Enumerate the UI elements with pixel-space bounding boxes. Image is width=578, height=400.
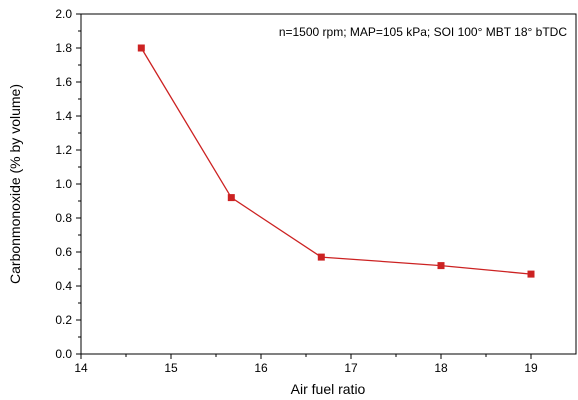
- series-layer: [137, 44, 535, 278]
- x-tick-label: 16: [254, 361, 268, 375]
- series-line: [140, 47, 532, 275]
- y-tick-label: 0.0: [55, 347, 72, 361]
- y-tick-label: 0.2: [55, 313, 72, 327]
- y-axis-title: Carbonmonoxide (% by volume): [7, 84, 23, 284]
- data-point: [317, 253, 325, 261]
- x-tick-label: 17: [344, 361, 358, 375]
- y-tick-label: 1.8: [55, 41, 72, 55]
- y-tick-label: 1.4: [55, 109, 72, 123]
- plot-frame: [80, 13, 577, 355]
- data-point: [137, 44, 145, 52]
- y-tick-label: 0.8: [55, 211, 72, 225]
- x-tick-label: 14: [74, 361, 88, 375]
- x-tick-label: 19: [524, 361, 538, 375]
- y-tick-label: 0.6: [55, 245, 72, 259]
- x-axis: 14 15 16 17 18 19: [74, 354, 538, 375]
- y-tick-label: 1.6: [55, 75, 72, 89]
- x-tick-label: 18: [434, 361, 448, 375]
- x-axis-title: Air fuel ratio: [291, 381, 366, 397]
- y-tick-label: 2.0: [55, 7, 72, 21]
- annotation-text: n=1500 rpm; MAP=105 kPa; SOI 100° MBT 18…: [279, 25, 568, 39]
- y-tick-label: 1.2: [55, 143, 72, 157]
- y-tick-label: 0.4: [55, 279, 72, 293]
- data-point: [227, 194, 235, 202]
- data-point: [437, 262, 445, 270]
- y-axis: 0.0 0.2 0.4 0.6 0.8 1.0 1.2 1.4 1.6 1.8 2.0: [55, 7, 81, 361]
- x-tick-label: 15: [164, 361, 178, 375]
- y-tick-label: 1.0: [55, 177, 72, 191]
- data-point: [527, 270, 535, 278]
